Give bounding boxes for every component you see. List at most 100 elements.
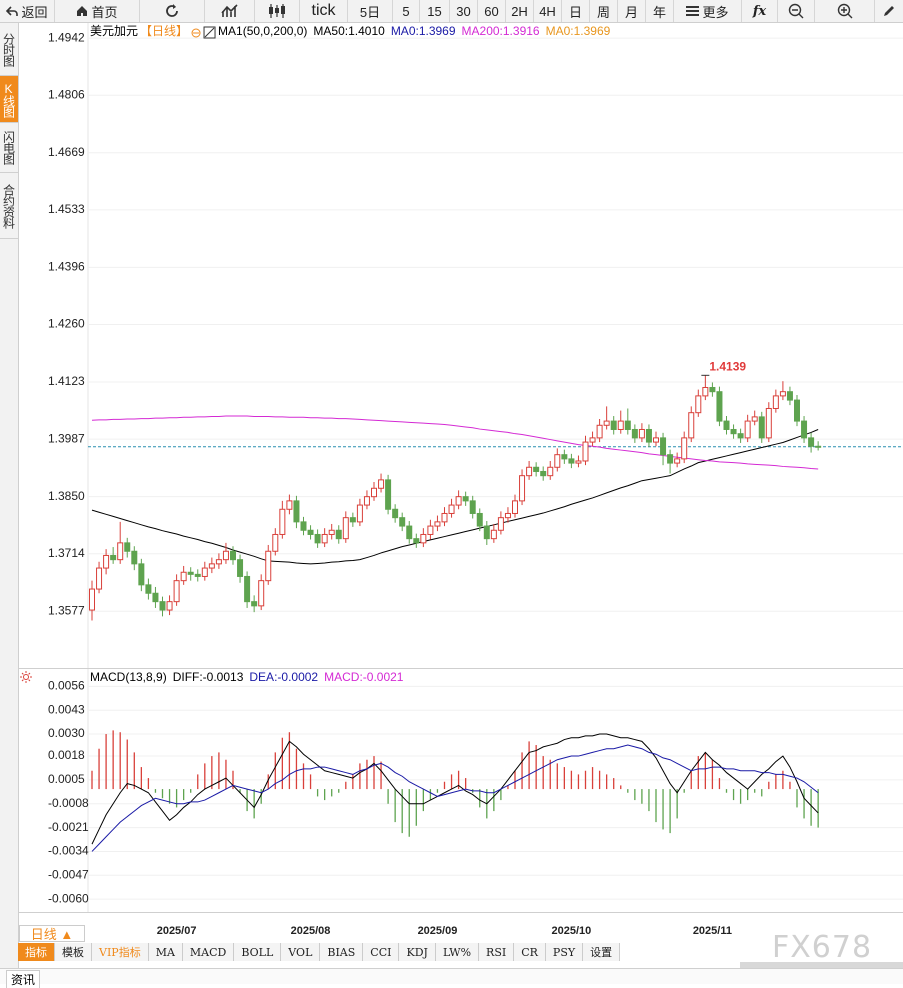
candle-body <box>603 420 610 426</box>
x-tick-label: 2025/07 <box>157 925 197 937</box>
tab[interactable]: 指标 <box>18 943 55 961</box>
side-tab[interactable]: 合约资料 <box>0 173 18 239</box>
x-tick-label: 2025/09 <box>418 925 458 937</box>
y-tick-label: 1.3714 <box>48 546 85 560</box>
side-tab[interactable]: 闪电图 <box>0 123 18 173</box>
candle-body <box>723 420 730 430</box>
tab[interactable]: MACD <box>183 943 235 961</box>
candle-body <box>230 550 236 561</box>
more-button[interactable]: 更多 <box>674 0 742 22</box>
home-button[interactable]: 首页 <box>55 0 140 22</box>
macd-line <box>91 733 819 845</box>
period-button[interactable]: 日 <box>562 0 590 22</box>
candle-body <box>145 584 152 594</box>
candle-body <box>385 479 392 510</box>
candle-body <box>794 399 800 422</box>
period-button[interactable]: 30 <box>450 0 478 22</box>
candle-body <box>356 504 363 523</box>
candle-body <box>801 420 808 439</box>
candle-body <box>434 521 441 527</box>
side-tab[interactable]: K线图 <box>0 76 18 123</box>
formula-button[interactable]: fx <box>742 0 778 22</box>
candle-body <box>279 508 286 535</box>
tab[interactable]: PSY <box>546 943 584 961</box>
tab[interactable]: 设置 <box>583 943 621 961</box>
candle-body <box>737 433 744 439</box>
candle-body <box>533 466 540 472</box>
candle-body <box>631 428 638 439</box>
period-selector[interactable]: 日线 ▲ <box>19 925 85 942</box>
candle-body <box>265 550 272 582</box>
legend-item: MA1(50,0,200,0) <box>218 24 307 38</box>
candle-body <box>103 554 110 569</box>
candle-body <box>321 533 328 544</box>
side-tab[interactable]: 分时图 <box>0 23 18 76</box>
scrollbar[interactable] <box>740 962 903 968</box>
zoom-in-button[interactable] <box>815 0 875 22</box>
period-button[interactable]: 60 <box>478 0 506 22</box>
candle-body <box>371 487 377 498</box>
candle-body <box>688 412 695 439</box>
toolbar: 返回 首页 tick 5日 5 15 30 60 2H 4H 日 周 月 年 更… <box>0 0 903 23</box>
indicator-icon <box>203 26 216 39</box>
period-button[interactable]: 月 <box>618 0 646 22</box>
tab[interactable]: BOLL <box>234 943 282 961</box>
period-button[interactable]: 年 <box>646 0 674 22</box>
candle-body <box>117 542 124 561</box>
y-tick-label: 0.0018 <box>48 748 85 762</box>
tab[interactable]: MA <box>149 943 183 961</box>
candle-button[interactable] <box>255 0 300 22</box>
tab[interactable]: VOL <box>281 943 321 961</box>
candle-body <box>808 437 815 447</box>
tab[interactable]: BIAS <box>320 943 364 961</box>
tab[interactable]: CR <box>514 943 546 961</box>
candle-body <box>702 386 709 397</box>
period-button[interactable]: 5日 <box>348 0 393 22</box>
tab[interactable]: 模板 <box>55 943 92 961</box>
candle-body <box>540 470 547 477</box>
legend-item: MACD(13,8,9) <box>90 670 167 684</box>
y-tick-label: 1.4396 <box>48 260 85 274</box>
tab[interactable]: RSI <box>479 943 515 961</box>
chart-type-button[interactable] <box>205 0 255 22</box>
tab[interactable]: LW% <box>436 943 480 961</box>
tab[interactable]: VIP指标 <box>92 943 149 961</box>
candle-body <box>772 395 779 409</box>
chart-subtitle: 【日线】 <box>140 24 188 38</box>
period-button[interactable]: 15 <box>420 0 450 22</box>
footer-tab[interactable]: 资讯 <box>6 970 41 988</box>
candle-body <box>293 500 300 523</box>
tab[interactable]: KDJ <box>399 943 436 961</box>
candle-body <box>730 428 737 435</box>
candle-body <box>272 533 279 552</box>
candle-body <box>667 454 674 464</box>
zoom-out-icon <box>788 3 804 19</box>
zoom-out-button[interactable] <box>778 0 815 22</box>
candle-body <box>526 466 533 477</box>
y-tick-label: 0.0056 <box>48 679 85 693</box>
candle-body <box>392 508 399 519</box>
candle-body <box>363 496 370 506</box>
y-tick-label: 1.4942 <box>48 30 85 44</box>
period-button[interactable]: 5 <box>393 0 420 22</box>
candle-body <box>547 466 554 477</box>
candle-body <box>413 538 420 544</box>
period-button[interactable]: 周 <box>590 0 618 22</box>
x-tick-label: 2025/10 <box>552 925 592 937</box>
period-button[interactable]: 4H <box>534 0 562 22</box>
back-button[interactable]: 返回 <box>0 0 55 22</box>
tick-button[interactable]: tick <box>300 0 348 22</box>
candle-body <box>441 512 448 523</box>
period-button[interactable]: 2H <box>506 0 534 22</box>
candle-body <box>286 500 293 510</box>
y-tick-label: -0.0047 <box>48 867 89 881</box>
draw-button[interactable] <box>875 0 903 22</box>
legend-item: MA0:1.3969 <box>546 24 611 38</box>
refresh-button[interactable] <box>140 0 205 22</box>
candle-body <box>462 496 469 502</box>
candle-body <box>194 573 201 577</box>
candle-body <box>476 512 483 527</box>
candle-body <box>335 529 342 540</box>
candle-body <box>483 525 490 540</box>
tab[interactable]: CCI <box>363 943 400 961</box>
